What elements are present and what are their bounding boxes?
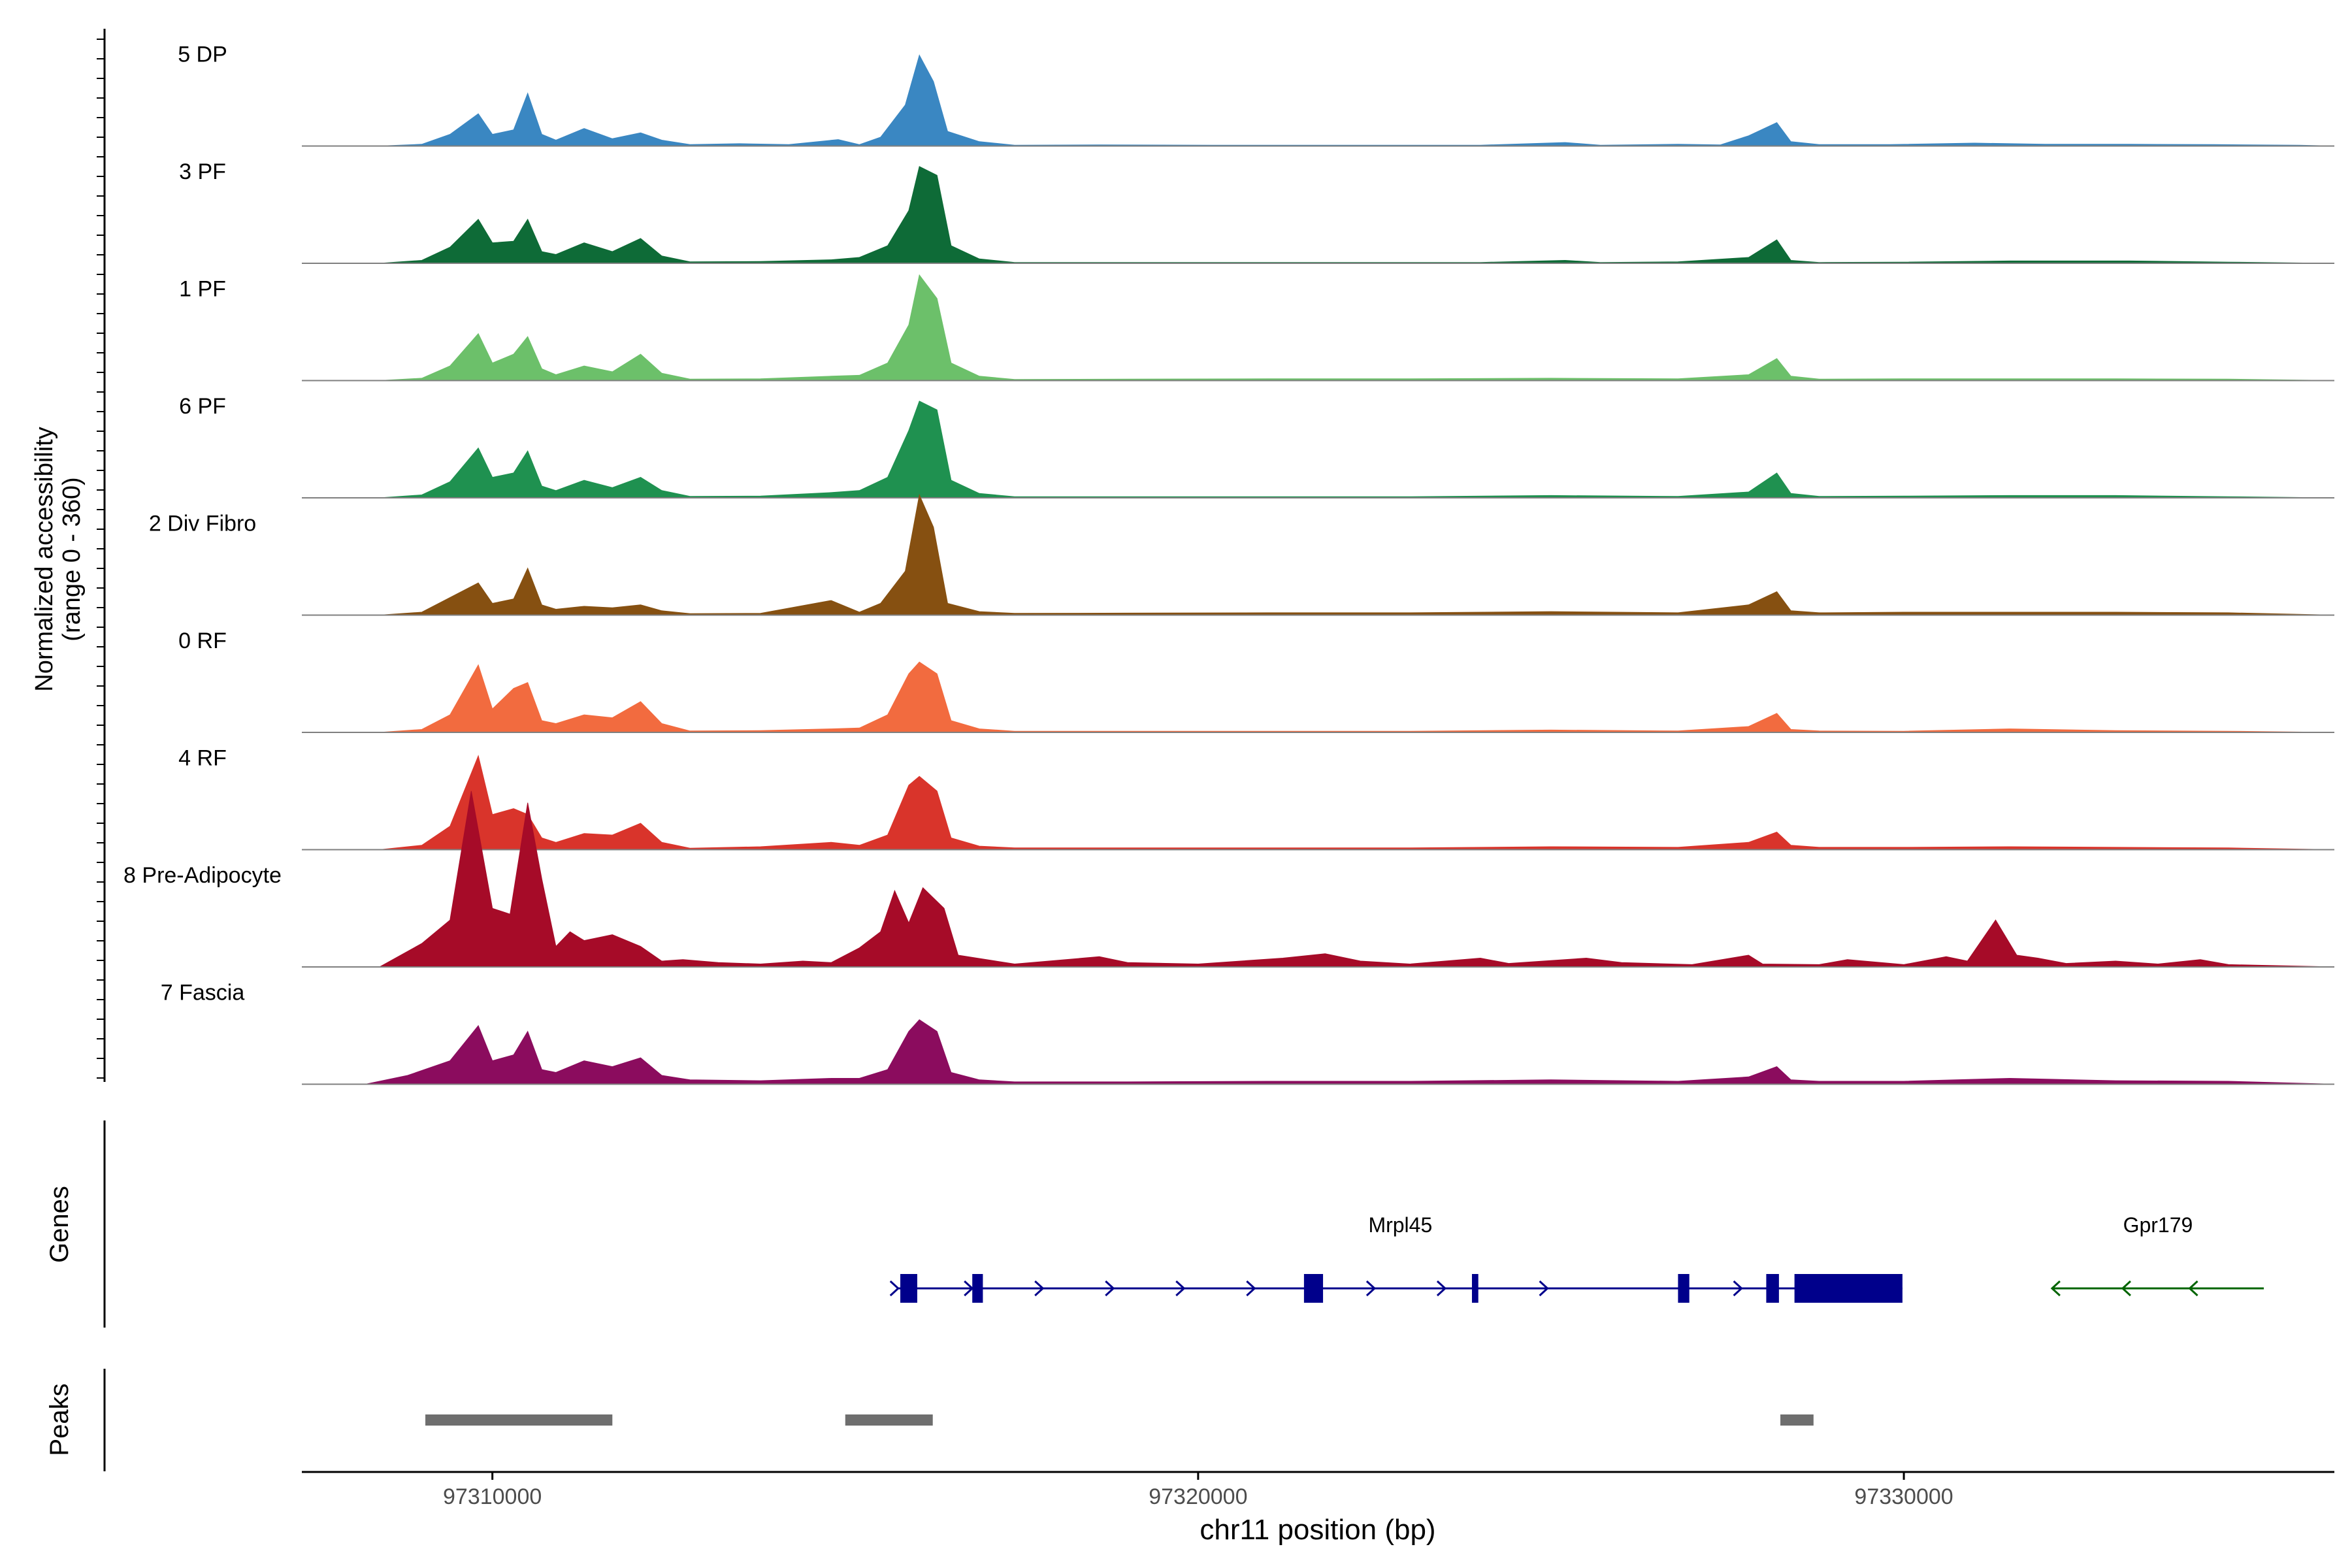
gene-exon <box>900 1274 917 1303</box>
y-axis-title-line2: (range 0 - 360) <box>58 477 86 641</box>
genes-panel-label: Genes <box>45 1186 74 1263</box>
strand-arrow <box>1034 1280 1045 1297</box>
track-area <box>302 791 2335 968</box>
strand-arrow <box>1105 1280 1115 1297</box>
x-tick-label: 97320000 <box>1149 1484 1247 1509</box>
track-label: 4 RF <box>178 745 227 770</box>
track-area <box>302 1019 2335 1085</box>
coverage-y-axis-ticks <box>97 39 105 1079</box>
strand-arrow <box>1365 1280 1377 1297</box>
track-label: 0 RF <box>178 629 227 653</box>
track-label: 8 Pre-Adipocyte <box>123 863 282 888</box>
track-3: 1 PF <box>179 274 2335 382</box>
gene-exon <box>1303 1274 1324 1303</box>
track-area <box>302 400 2335 498</box>
track-2: 3 PF <box>179 159 2335 264</box>
strand-arrow <box>2188 1280 2198 1297</box>
strand-arrow <box>889 1280 900 1297</box>
gene-mrpl45: Mrpl45 <box>889 1213 1903 1303</box>
gene-label: Mrpl45 <box>1368 1213 1432 1237</box>
strand-arrow <box>1539 1280 1549 1297</box>
gene-label: Gpr179 <box>2123 1213 2193 1237</box>
track-1: 5 DP <box>178 42 2335 147</box>
peak-bar <box>1780 1414 1814 1426</box>
gene-exon <box>972 1274 983 1303</box>
strand-arrow <box>964 1280 974 1297</box>
gene-annotations: Mrpl45 Gpr179 <box>889 1213 2264 1303</box>
peak-regions <box>425 1414 1814 1426</box>
track-7: 4 RF <box>178 745 2335 851</box>
track-6: 0 RF <box>178 629 2335 733</box>
peak-bar <box>425 1414 613 1426</box>
track-label: 1 PF <box>179 276 226 301</box>
track-area <box>302 493 2335 615</box>
x-tick-label: 97310000 <box>443 1484 542 1509</box>
strand-arrow <box>1436 1280 1447 1297</box>
strand-arrow <box>2050 1280 2061 1297</box>
strand-arrow <box>1175 1280 1186 1297</box>
strand-arrow <box>2121 1280 2131 1297</box>
gene-exon <box>1471 1274 1478 1303</box>
track-area <box>302 274 2335 381</box>
strand-arrow <box>1246 1280 1256 1297</box>
track-label: 6 PF <box>179 394 226 419</box>
y-axis-title-line1: Normalized accessibility <box>31 427 58 691</box>
strand-arrow <box>1733 1280 1743 1297</box>
gene-gpr179: Gpr179 <box>2050 1213 2264 1297</box>
track-label: 2 Div Fibro <box>149 511 256 536</box>
track-area <box>302 661 2335 733</box>
track-label: 7 Fascia <box>161 980 245 1005</box>
track-area <box>302 755 2335 850</box>
gene-exon <box>1766 1274 1779 1303</box>
peak-bar <box>845 1414 933 1426</box>
gene-exon <box>1794 1274 1903 1303</box>
track-8: 8 Pre-Adipocyte <box>123 791 2335 968</box>
track-5: 2 Div Fibro <box>149 493 2335 616</box>
track-label: 3 PF <box>179 159 226 184</box>
x-axis-title: chr11 position (bp) <box>1200 1514 1435 1546</box>
x-axis-ticks: 97310000 97320000 97330000 <box>443 1472 1953 1509</box>
track-area <box>302 166 2335 264</box>
gene-exon <box>1678 1274 1690 1303</box>
track-9: 7 Fascia <box>161 980 2335 1085</box>
peaks-panel-label: Peaks <box>45 1383 74 1456</box>
track-area <box>302 54 2335 146</box>
track-label: 5 DP <box>178 42 227 67</box>
accessibility-tracks: 5 DP 3 PF 1 PF 6 PF 2 Div Fibro 0 RF 4 RF 8 Pre… <box>123 42 2335 1085</box>
x-tick-label: 97330000 <box>1854 1484 1953 1509</box>
track-4: 6 PF <box>179 394 2335 498</box>
